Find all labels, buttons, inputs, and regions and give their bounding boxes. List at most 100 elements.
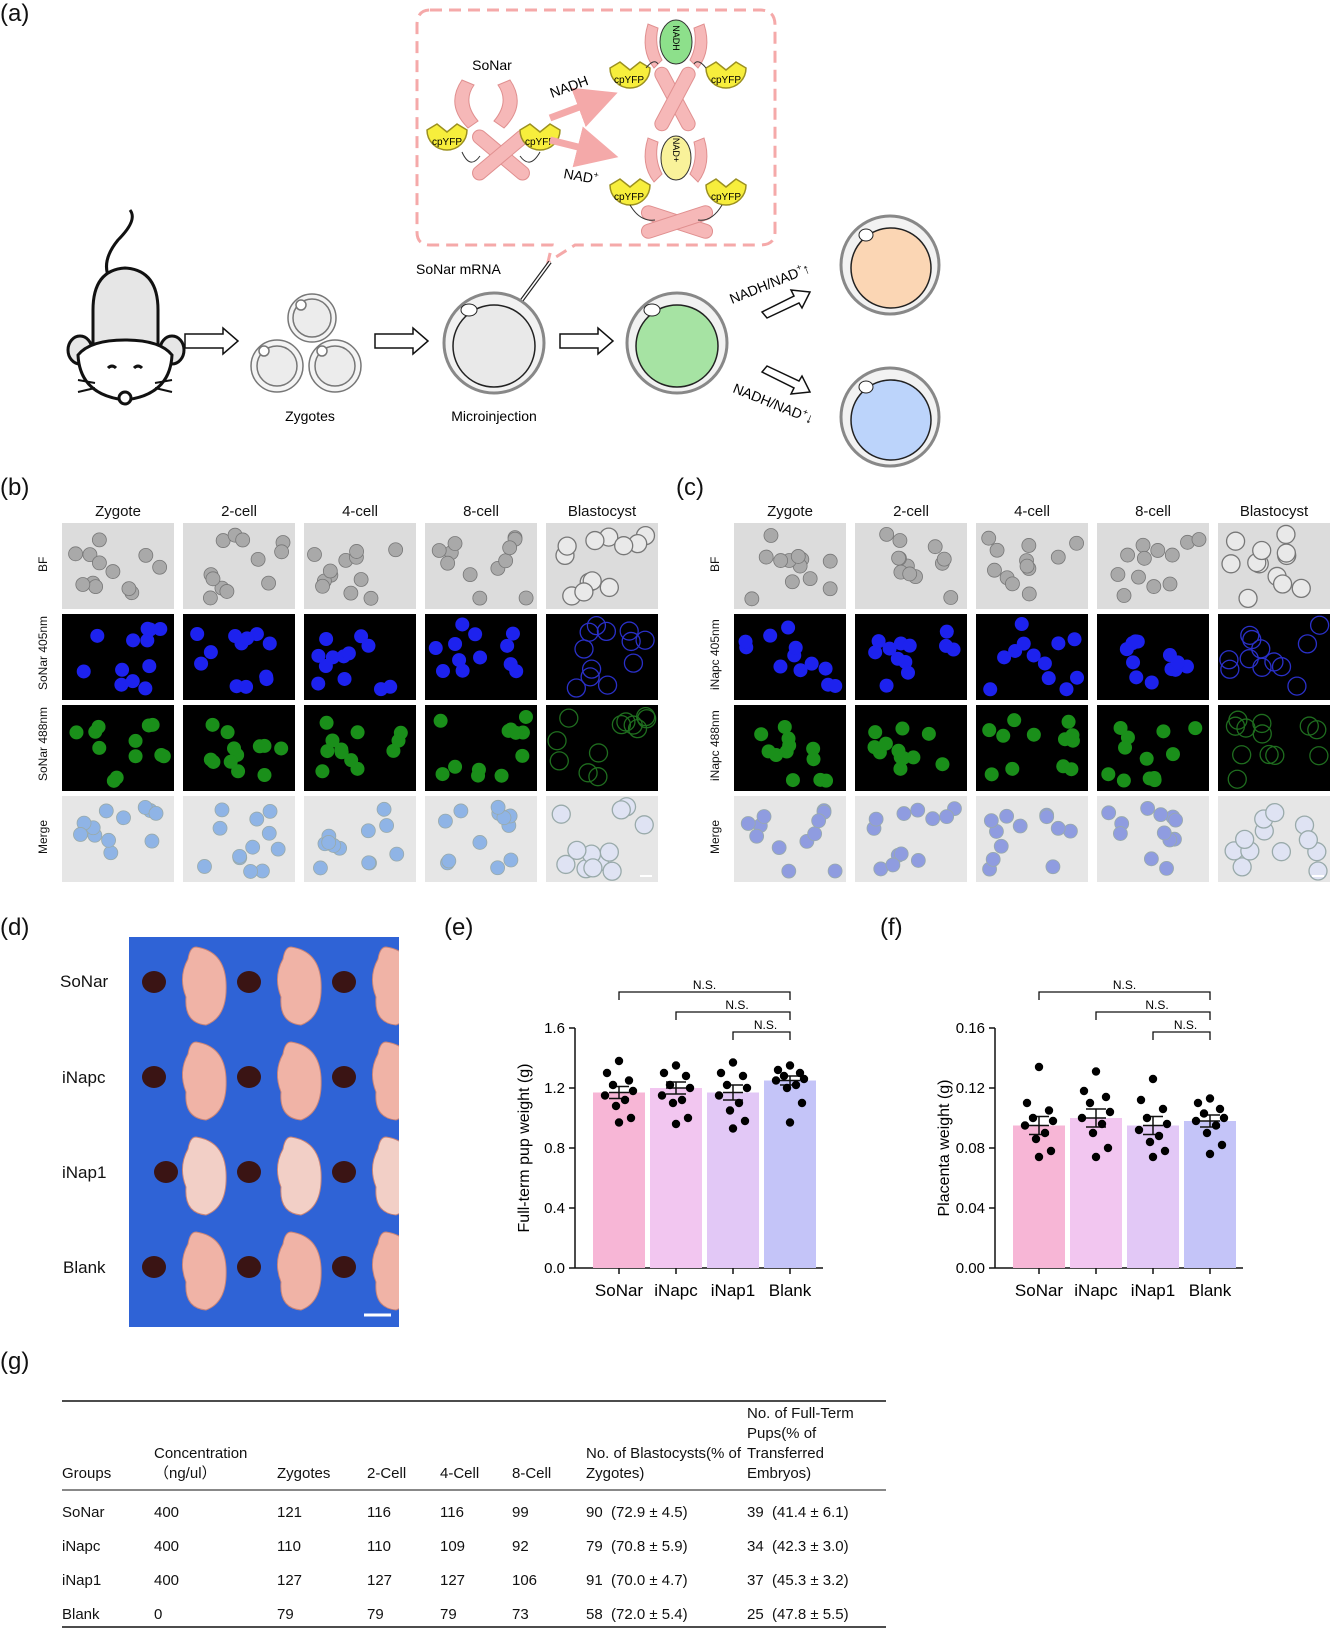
data-point (771, 1076, 781, 1085)
placenta (237, 1161, 261, 1183)
table-cell: iNapc (62, 1538, 101, 1555)
data-point (1191, 1116, 1201, 1126)
data-point (1158, 1104, 1168, 1114)
svg-text:cpYFP: cpYFP (711, 75, 741, 86)
data-point (665, 1080, 675, 1090)
low-ratio-zygote (839, 366, 941, 468)
y-axis-label: Full-term pup weight (g) (516, 1064, 533, 1233)
micrograph-tile (1218, 614, 1330, 700)
x-tick-label: SoNar (595, 1281, 644, 1300)
data-point (1199, 1109, 1209, 1118)
data-point (799, 1074, 809, 1084)
table-cell: 73 (512, 1606, 529, 1623)
data-point (1205, 1094, 1215, 1103)
micrograph-tile (304, 796, 416, 882)
table-cell: 110 (277, 1538, 301, 1555)
bar (1184, 1121, 1236, 1268)
y-tick-label: 0.16 (956, 1020, 985, 1037)
data-point (1085, 1098, 1095, 1108)
data-point (1046, 1146, 1056, 1156)
pup-row-label-inapc: iNapc (62, 1068, 106, 1087)
data-point (785, 1118, 795, 1127)
svg-text:cpYFP: cpYFP (525, 137, 555, 148)
data-point (1160, 1146, 1170, 1156)
sonar-sensor-nad-bound (609, 135, 747, 239)
table-cell: iNap1 (62, 1572, 102, 1589)
data-point (725, 1106, 735, 1115)
stage-header: 4-cell (1014, 503, 1050, 520)
placenta (237, 1256, 261, 1278)
table-cell: 79 (70.8 ± 5.9) (586, 1538, 688, 1555)
micrograph-tile (546, 523, 658, 609)
channel-row-label: SoNar 488nm (36, 706, 50, 781)
stage-header: Zygote (95, 503, 141, 520)
nad-plus-label: NAD+ (562, 164, 599, 187)
data-point (1091, 1152, 1101, 1162)
significance-label: N.S. (693, 980, 716, 992)
data-point (1077, 1113, 1087, 1123)
significance-label: N.S. (1113, 980, 1136, 992)
channel-row-label: SoNar 405nm (36, 615, 50, 690)
data-point (1136, 1095, 1146, 1105)
placenta (332, 971, 356, 993)
table-cell: SoNar (62, 1504, 105, 1521)
data-point (1091, 1067, 1101, 1076)
y-tick-label: 0.00 (956, 1260, 985, 1277)
data-point (740, 1116, 750, 1126)
data-point (1028, 1113, 1038, 1123)
data-point (1145, 1137, 1155, 1147)
schematic-figure: SoNar cpYFP cpYFP NADH NAD+ NADH cpYFP c… (66, 8, 941, 468)
data-point (1022, 1098, 1032, 1108)
data-point (1202, 1128, 1212, 1138)
table-cell: 0 (154, 1606, 163, 1623)
micrograph-tile (976, 796, 1088, 882)
y-axis-label: Placenta weight (g) (936, 1080, 953, 1217)
data-point (611, 1101, 621, 1111)
bar (650, 1088, 702, 1268)
zygotes-label: Zygotes (285, 408, 335, 424)
data-point (671, 1061, 681, 1070)
stage-header: Zygote (767, 503, 813, 520)
y-tick-label: 0.04 (956, 1200, 985, 1217)
table-header-cell: 2-Cell (367, 1465, 407, 1482)
data-point (742, 1083, 752, 1093)
micrograph-tile (425, 796, 537, 882)
nadh-binding-arrow (548, 87, 618, 128)
panel-label-d: (d) (0, 914, 30, 941)
stage-header: 8-cell (1135, 503, 1171, 520)
x-tick-label: Blank (769, 1281, 812, 1300)
chart-pup-weight: 0.0 0.4 0.8 1.2 1.6 Full-term pup weight (g) S… (516, 980, 823, 1300)
significance-bracket (675, 1011, 791, 1020)
pup (372, 1231, 417, 1311)
bar (764, 1080, 816, 1268)
table-rules (62, 1400, 886, 1628)
data-point (659, 1068, 669, 1078)
stage-header: 8-cell (463, 503, 499, 520)
significance-label: N.S. (1174, 1018, 1197, 1032)
micrograph-tile (304, 523, 416, 609)
pup (277, 946, 322, 1026)
data-point (614, 1118, 624, 1127)
placenta (332, 1066, 356, 1088)
table-cell: 34 (42.3 ± 3.0) (747, 1538, 849, 1555)
bar (707, 1092, 759, 1268)
table-cell: 79 (440, 1606, 457, 1623)
panel-label-a: (a) (0, 0, 30, 27)
data-point (1020, 1121, 1030, 1130)
significance-label: N.S. (725, 998, 748, 1012)
svg-text:cpYFP: cpYFP (614, 192, 644, 203)
data-point (1148, 1074, 1158, 1084)
data-point (1205, 1149, 1215, 1159)
micrograph-tile (976, 614, 1088, 700)
data-point (1134, 1125, 1144, 1135)
data-point (628, 1086, 638, 1096)
placenta (142, 1256, 166, 1278)
table-cell: 116 (440, 1504, 464, 1521)
microinjection-label: Microinjection (451, 408, 537, 424)
data-point (1105, 1107, 1115, 1117)
data-point (1088, 1128, 1098, 1138)
pup-row-label-blank: Blank (63, 1258, 106, 1277)
micrograph-tile (734, 796, 846, 882)
panel-label-f: (f) (880, 914, 903, 941)
cpyfp-domain-icon (426, 123, 468, 151)
